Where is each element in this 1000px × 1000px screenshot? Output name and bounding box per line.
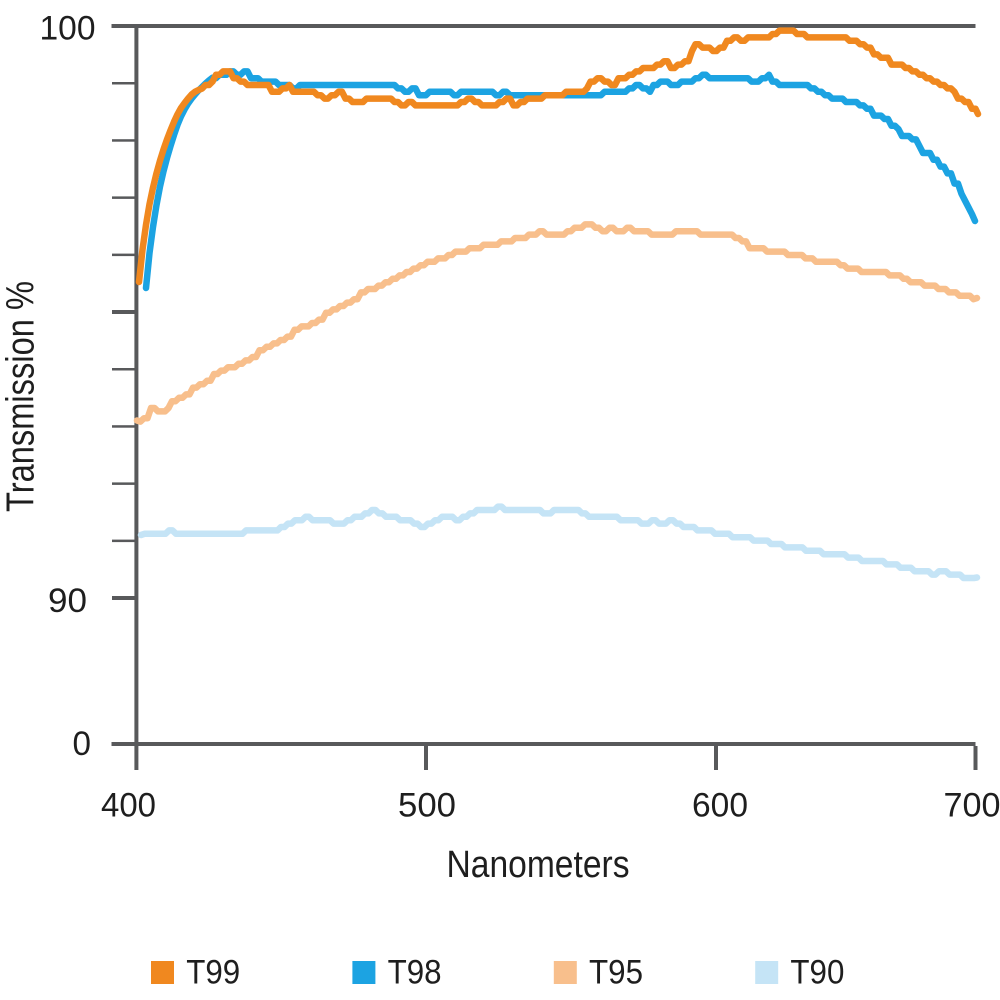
- svg-text:600: 600: [692, 787, 748, 825]
- svg-text:100: 100: [40, 10, 96, 48]
- svg-text:T99: T99: [186, 954, 240, 992]
- svg-text:T90: T90: [790, 954, 844, 992]
- svg-text:400: 400: [101, 787, 156, 825]
- svg-text:T95: T95: [589, 954, 643, 992]
- svg-text:T98: T98: [388, 954, 442, 992]
- svg-text:500: 500: [398, 787, 456, 825]
- svg-text:Nanometers: Nanometers: [447, 844, 630, 886]
- svg-text:700: 700: [944, 787, 1000, 825]
- svg-text:0: 0: [73, 725, 92, 763]
- svg-text:Transmission %: Transmission %: [0, 281, 42, 512]
- svg-text:90: 90: [48, 582, 87, 620]
